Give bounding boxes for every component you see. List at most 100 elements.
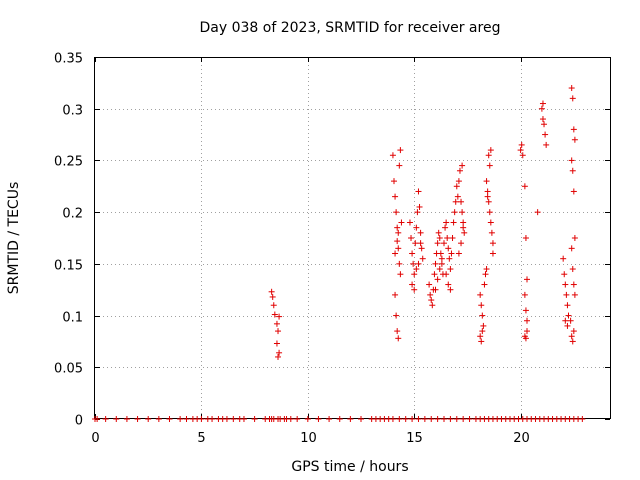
data-point (397, 147, 404, 154)
data-point (484, 188, 491, 195)
data-point (393, 209, 400, 216)
data-point (276, 349, 283, 356)
data-point (570, 126, 577, 133)
data-point (408, 235, 415, 241)
data-point (389, 152, 396, 159)
data-point (275, 353, 282, 360)
data-point (477, 291, 484, 298)
data-point (268, 288, 275, 295)
data-point (478, 302, 485, 309)
data-point (209, 416, 216, 422)
data-point (395, 335, 402, 342)
y-tick-label: 0.3 (62, 104, 83, 119)
plot-frame (94, 57, 611, 419)
data-point (571, 235, 578, 241)
data-point (522, 307, 529, 314)
data-point (541, 121, 548, 128)
data-point (390, 178, 397, 185)
x-axis-title: GPS time / hours (291, 459, 408, 475)
data-point (434, 416, 441, 422)
axis-ticks (95, 57, 610, 420)
data-point (484, 193, 491, 200)
data-point (271, 311, 278, 318)
data-point (436, 266, 443, 273)
data-point (438, 260, 445, 267)
data-point (417, 240, 424, 247)
data-point (421, 416, 428, 422)
data-point (304, 416, 311, 422)
y-tick-label: 0.15 (54, 259, 83, 274)
data-point (434, 240, 441, 247)
data-point (409, 250, 416, 257)
data-point (539, 116, 546, 123)
data-point (517, 147, 524, 154)
data-point (542, 131, 549, 138)
data-point (524, 328, 531, 335)
data-point (411, 286, 418, 293)
data-point (477, 333, 484, 340)
data-point (486, 209, 493, 216)
data-point (417, 229, 424, 236)
data-point (294, 416, 301, 422)
data-point (569, 338, 576, 345)
data-point (543, 141, 550, 148)
data-point (487, 147, 494, 154)
data-point (522, 335, 529, 342)
data-point (409, 416, 416, 422)
data-point (444, 235, 451, 241)
data-point (409, 281, 416, 288)
data-point (326, 416, 333, 422)
data-point (223, 416, 230, 422)
data-point (562, 317, 569, 324)
data-point (410, 260, 417, 267)
x-tick-label: 10 (300, 431, 317, 446)
data-point (446, 255, 453, 262)
data-point (177, 416, 184, 422)
data-point (155, 416, 162, 422)
data-point (394, 224, 401, 231)
data-point (487, 219, 494, 226)
y-tick-label: 0.2 (62, 207, 83, 222)
data-point (522, 235, 529, 241)
data-point (485, 198, 492, 205)
data-point (431, 271, 438, 278)
data-point (560, 255, 567, 262)
x-tick-label: 15 (406, 431, 423, 446)
data-point (459, 209, 466, 216)
y-tick-label: 0 (75, 414, 83, 429)
data-point (240, 416, 247, 422)
data-point (145, 416, 152, 422)
data-point (437, 250, 444, 257)
data-point (429, 302, 436, 309)
data-point (564, 322, 571, 329)
data-point (466, 416, 473, 422)
data-point (414, 209, 421, 216)
data-point (442, 224, 449, 231)
data-point (441, 416, 448, 422)
data-point (435, 229, 442, 236)
data-point (450, 219, 457, 226)
y-tick-labels: 0 0.05 0.1 0.15 0.2 0.25 0.3 0.35 (54, 52, 83, 429)
data-point (113, 416, 120, 422)
data-point (397, 271, 404, 278)
y-axis-title: SRMTID / TECUs (6, 182, 22, 295)
data-point (445, 245, 452, 252)
data-point (481, 281, 488, 288)
data-point (396, 260, 403, 267)
data-point (567, 317, 574, 324)
data-point (478, 338, 485, 345)
x-tick-label: 0 (91, 431, 99, 446)
data-point (415, 188, 422, 195)
data-point (460, 219, 467, 226)
data-point (411, 271, 418, 278)
data-point (415, 260, 422, 267)
data-point (269, 293, 276, 300)
data-point (432, 260, 439, 267)
data-point (447, 286, 454, 293)
data-point (428, 416, 435, 422)
data-point (521, 291, 528, 298)
data-point (479, 312, 486, 319)
data-point (393, 312, 400, 319)
data-point (287, 416, 294, 422)
